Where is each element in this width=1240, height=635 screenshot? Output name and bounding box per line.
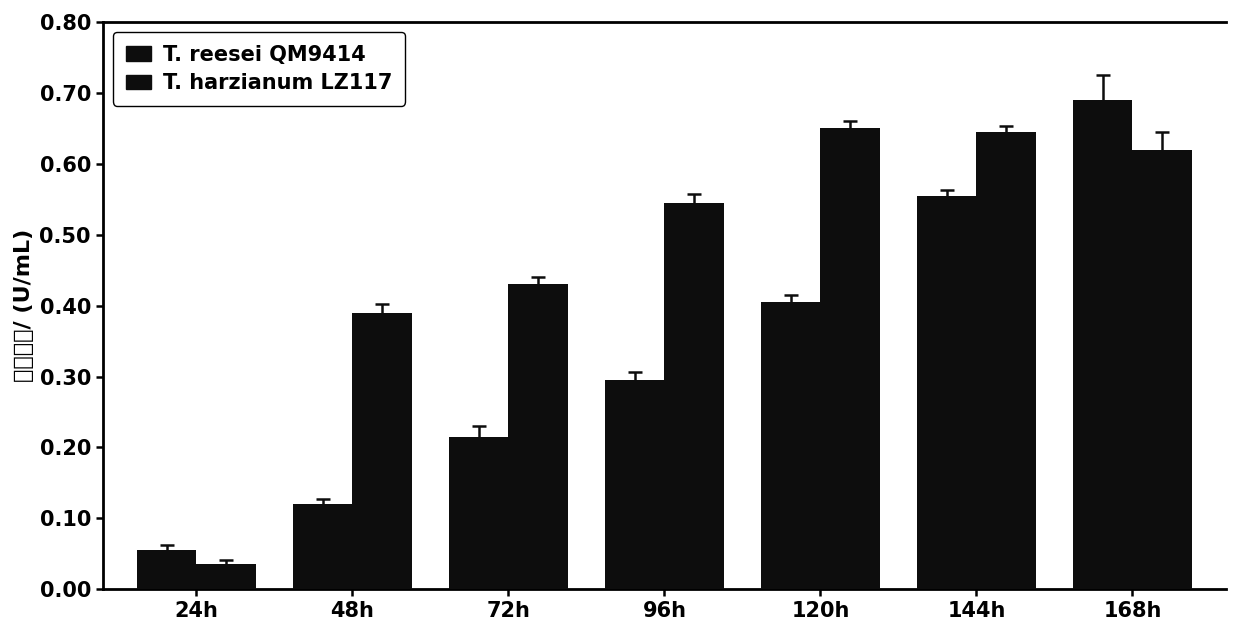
Bar xyxy=(761,302,821,589)
Bar xyxy=(1073,100,1132,589)
Bar xyxy=(976,132,1035,589)
Bar xyxy=(293,504,352,589)
Bar xyxy=(918,196,976,589)
Bar xyxy=(196,565,255,589)
Bar xyxy=(508,284,568,589)
Bar xyxy=(1132,150,1192,589)
Bar xyxy=(449,437,508,589)
Bar xyxy=(821,128,879,589)
Bar xyxy=(352,312,412,589)
Y-axis label: 滤纸酶活/ (U/mL): 滤纸酶活/ (U/mL) xyxy=(14,229,33,382)
Legend: T. reesei QM9414, T. harzianum LZ117: T. reesei QM9414, T. harzianum LZ117 xyxy=(113,32,405,105)
Bar xyxy=(138,551,196,589)
Bar xyxy=(605,380,665,589)
Bar xyxy=(665,203,724,589)
